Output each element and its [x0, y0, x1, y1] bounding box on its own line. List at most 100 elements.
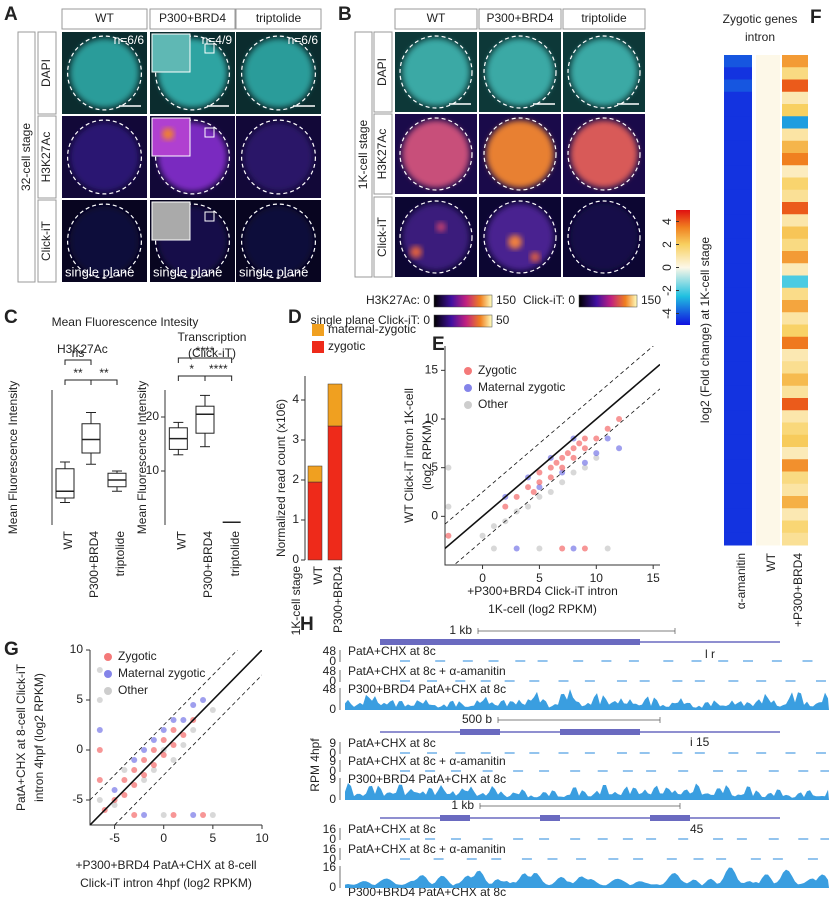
nucleus-outline [483, 35, 557, 109]
heatmap-cell [756, 189, 780, 203]
point [200, 697, 207, 703]
y-tick-label: 0 [76, 742, 83, 756]
box [195, 405, 215, 434]
nucleus [70, 206, 139, 276]
track-min: 0 [329, 674, 336, 688]
significance-label: **** [209, 362, 228, 376]
heatmap-cell [724, 312, 752, 325]
track-label: P300+BRD4 PatA+CHX at 8c [348, 682, 506, 696]
heatmap-cell [756, 140, 780, 154]
reference-line [114, 674, 262, 825]
y-tick-label: 3 [292, 432, 299, 446]
heatmap-cell [724, 91, 752, 105]
column-header: P300+BRD4 [486, 11, 553, 25]
row-header-box [37, 31, 57, 115]
point [513, 493, 520, 500]
bar-segment [307, 481, 323, 561]
point [604, 435, 611, 442]
chart-title: Mean Fluorescence Intesity [52, 315, 199, 329]
row-header-box [37, 199, 57, 283]
scale-bar [477, 628, 676, 634]
heatmap-cell [724, 116, 752, 129]
heatmap-cell [756, 238, 780, 252]
track-min: 0 [329, 654, 336, 668]
legend-marker [464, 367, 472, 375]
heatmap-cell [756, 312, 780, 325]
point [170, 727, 177, 733]
heatmap-cell [782, 398, 808, 411]
point [536, 484, 543, 491]
heatmap-cell [756, 471, 780, 485]
heatmap-cell [782, 349, 808, 362]
nucleus-outline [567, 35, 641, 109]
y-tick-label: 10 [425, 411, 439, 425]
colorbar-label: single plane Click-iT: 0 [311, 313, 431, 327]
colorbar-tick-label: 2 [660, 241, 674, 248]
x-tick-label: WT [61, 530, 75, 549]
group-box [354, 31, 373, 278]
track-label: PatA+CHX at 8c [348, 644, 436, 658]
point [180, 732, 187, 738]
nucleus-outline [66, 35, 143, 111]
chart-subtitle: H3K27Ac [57, 342, 108, 356]
y-tick-label: 10 [70, 642, 84, 656]
x-tick-label: triptolide [228, 531, 242, 577]
sample-count: n=6/6 [114, 33, 145, 47]
nucleus [402, 203, 470, 271]
heatmap-cell [756, 104, 780, 117]
reference-line [90, 650, 262, 825]
bar-segment [327, 383, 343, 427]
heatmap-cell [756, 336, 780, 350]
significance-bracket [204, 375, 233, 381]
point [121, 777, 128, 783]
point [131, 782, 138, 788]
gene-name: i 15 [690, 735, 710, 749]
point [150, 737, 157, 743]
nucleus [402, 38, 470, 106]
heatmap-cell [724, 165, 752, 178]
heatmap-cell [782, 300, 808, 313]
heatmap-cell [724, 483, 752, 497]
heatmap-cell [724, 104, 752, 117]
point [564, 450, 571, 457]
row-header-box [373, 31, 393, 113]
heatmap-cell [724, 324, 752, 338]
heatmap-cell [756, 153, 780, 166]
panel-label: D [288, 307, 302, 328]
point [581, 459, 588, 466]
heatmap-cell [724, 373, 752, 387]
heatmap-cell [756, 361, 780, 374]
track-max: 48 [323, 682, 337, 696]
column-header-box [61, 8, 148, 30]
column-header: triptolide [256, 11, 302, 25]
row-header: DAPI [39, 59, 53, 87]
point [96, 797, 103, 803]
heatmap-cell [782, 447, 808, 460]
point [530, 489, 537, 495]
panel-label: E [432, 334, 445, 355]
legend-label: Zygotic [478, 363, 517, 377]
point [190, 702, 197, 708]
significance-label: * [189, 362, 194, 376]
y-tick-label: 5 [431, 460, 438, 474]
heatmap-cell [782, 336, 808, 350]
heatmap-cell [782, 116, 808, 129]
colorbar [433, 294, 493, 308]
point [141, 777, 148, 783]
colorbar-tick-label: 4 [660, 218, 674, 225]
column-label: WT [764, 552, 778, 571]
significance-label: **** [196, 344, 215, 358]
track-label: P300+BRD4 PatA+CHX at 8c [348, 885, 506, 899]
heatmap-cell [724, 177, 752, 191]
nucleus-outline [66, 203, 143, 279]
gene-exon [460, 729, 500, 735]
plane-note: single plane [153, 264, 222, 279]
reference-line [90, 650, 238, 801]
point [536, 479, 543, 486]
heatmap-cell [756, 116, 780, 129]
heatmap-cell [756, 91, 780, 105]
row-header: DAPI [375, 58, 389, 86]
point [96, 697, 103, 703]
point [96, 777, 103, 783]
heatmap-cell [756, 410, 780, 423]
